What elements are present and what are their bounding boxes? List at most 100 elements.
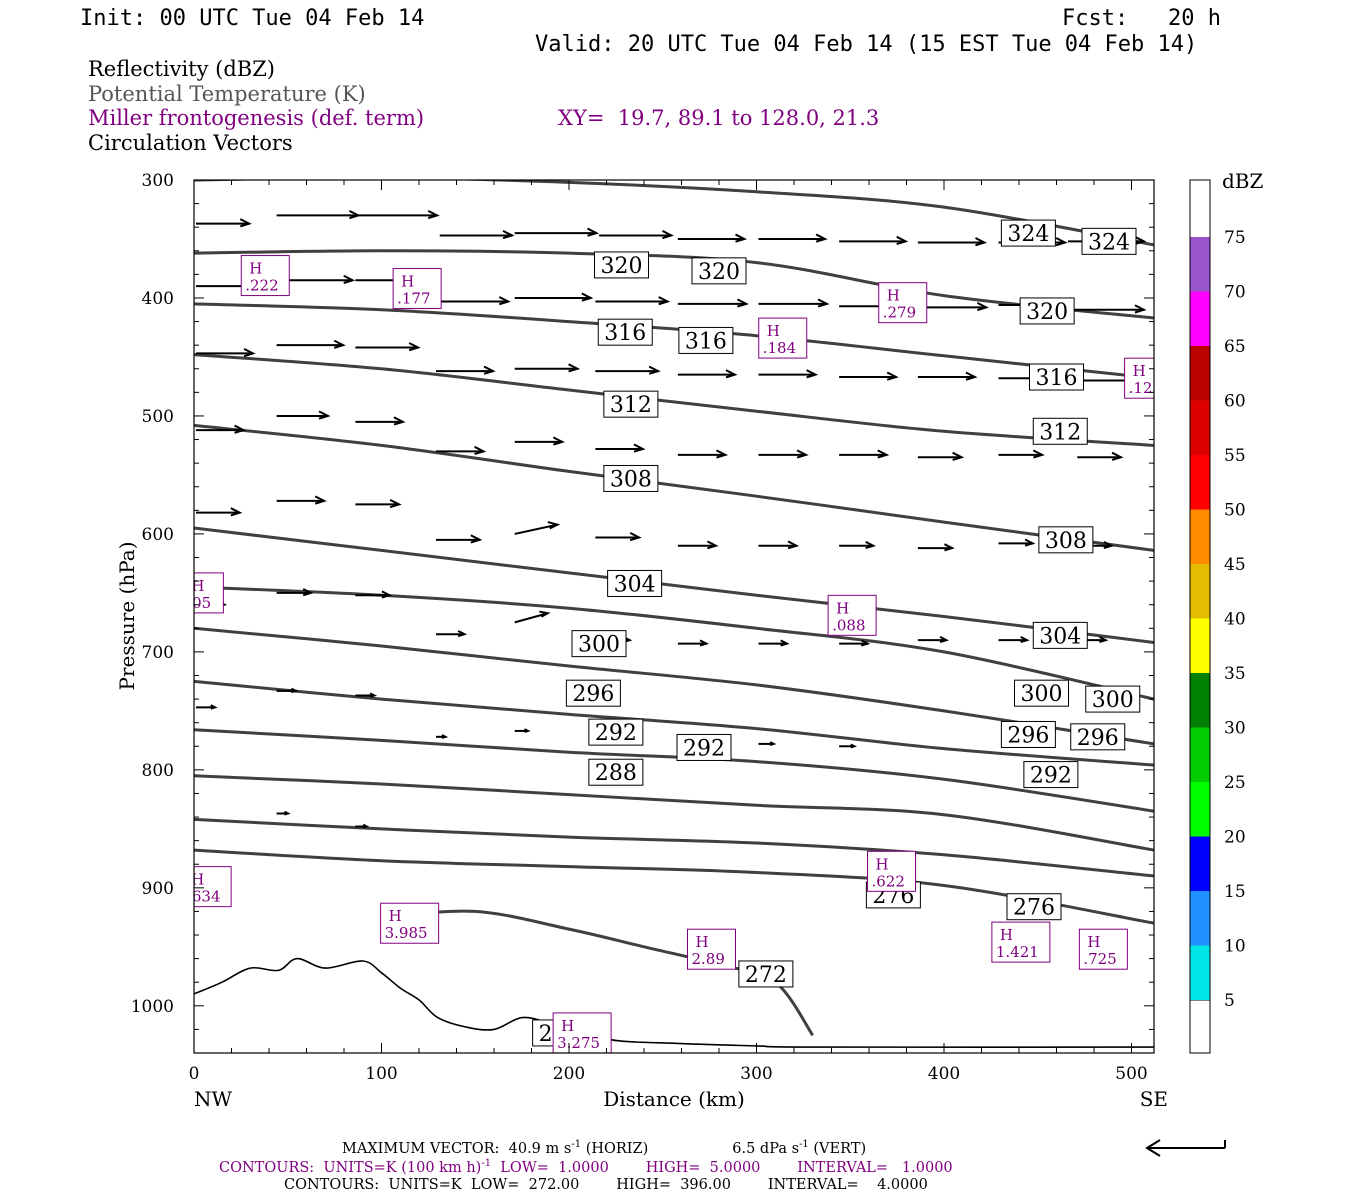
max-vector-vert-exponent: -1: [799, 1139, 809, 1150]
circulation-vector: [276, 209, 361, 220]
circulation-vector: [758, 639, 790, 647]
x-axis-label: Distance (km): [603, 1087, 745, 1111]
svg-text:.12: .12: [1129, 379, 1153, 397]
colorbar-segment: [1190, 673, 1210, 728]
circulation-vector: [758, 298, 830, 308]
colorbar-frame: [1189, 179, 1211, 1054]
theta-contour-label: 324: [1000, 219, 1056, 247]
colorbar-level-label: 30: [1224, 719, 1246, 739]
svg-text:276: 276: [1013, 896, 1055, 921]
circulation-vector: [839, 540, 876, 550]
circulation-vector: [917, 301, 989, 312]
svg-text:.184: .184: [763, 339, 796, 357]
colorbar-segment: [1190, 836, 1210, 891]
svg-text:.634: .634: [187, 888, 220, 906]
svg-text:2.89: 2.89: [692, 950, 725, 968]
theta-contour-label: 272: [738, 960, 794, 988]
colorbar-segment: [1190, 564, 1210, 619]
colorbar-level-label: 10: [1224, 937, 1246, 957]
y-tick-label: 600: [142, 525, 174, 545]
circulation-vector: [677, 369, 738, 379]
circulation-vector: [355, 416, 406, 426]
colorbar-segment: [1189, 999, 1211, 1054]
svg-text:H: H: [191, 871, 204, 889]
circulation-vector: [839, 371, 899, 381]
svg-text:300: 300: [1021, 682, 1063, 707]
circulation-vector: [436, 734, 449, 739]
y-tick-label: 800: [142, 761, 174, 781]
miller-maximum-label: H.622: [867, 850, 916, 892]
theta-contour-label: 300: [571, 630, 627, 658]
circulation-vector: [677, 233, 748, 243]
x-end-label-se: SE: [1140, 1087, 1168, 1111]
theta-contour-304: [194, 526, 1154, 644]
circulation-vector: [839, 235, 909, 246]
theta-contour-label: 292: [676, 733, 732, 761]
svg-text:.088: .088: [832, 616, 865, 634]
y-tick-label: 1000: [131, 997, 174, 1017]
svg-text:320: 320: [601, 254, 643, 279]
svg-text:H: H: [401, 273, 414, 291]
colorbar-level-label: 25: [1224, 773, 1246, 793]
circulation-vector: [514, 728, 531, 733]
x-tick-label: 200: [553, 1064, 585, 1084]
colorbar-level-label: 55: [1224, 446, 1246, 466]
svg-text:3.275: 3.275: [557, 1034, 600, 1052]
y-tick-label: 700: [142, 643, 174, 663]
circulation-vector: [436, 296, 511, 306]
plot-frame: [193, 179, 1155, 1054]
circulation-vector: [355, 209, 440, 220]
max-vector-horiz-exponent: -1: [571, 1139, 582, 1150]
circulation-vector: [839, 449, 890, 459]
circulation-vector: [1067, 304, 1147, 314]
colorbar-segment: [1190, 618, 1210, 673]
theta-contour-label: 296: [1070, 723, 1126, 751]
circulation-vector: [196, 218, 252, 228]
theta-contour-label: 320: [691, 257, 747, 285]
colorbar-segment: [1190, 180, 1210, 237]
miller-maximum-label: H3.275: [552, 1012, 612, 1053]
y-tick-label: 400: [142, 289, 174, 309]
svg-text:H: H: [1087, 933, 1100, 951]
svg-text:H: H: [191, 577, 204, 595]
theta-contour-288: [194, 728, 1154, 813]
theta-contour-312: [194, 353, 1154, 447]
circulation-vector: [436, 365, 496, 375]
max-vector-vert-tag: (VERT): [813, 1140, 867, 1157]
svg-text:.279: .279: [883, 304, 916, 322]
circulation-vector: [839, 639, 871, 647]
theta-contour-308: [194, 423, 1154, 552]
circulation-vector: [677, 540, 719, 550]
circulation-vector: [196, 507, 243, 517]
svg-text:300: 300: [578, 633, 620, 658]
miller-maximum-label: H2.89: [687, 928, 736, 970]
colorbar-segment: [1190, 346, 1210, 401]
svg-text:.622: .622: [872, 872, 905, 890]
svg-text:296: 296: [1007, 723, 1049, 748]
circulation-vector: [355, 590, 393, 599]
contours-miller-units: CONTOURS: UNITS=K (100 km h): [219, 1159, 482, 1176]
svg-text:H: H: [767, 322, 780, 340]
theta-contour-label: 296: [1000, 720, 1056, 748]
theta-contour-label: 276: [1006, 893, 1062, 921]
terrain-line: [194, 957, 1154, 1048]
theta-contour-label: 288: [588, 758, 644, 786]
miller-maximum-label: H.05: [191, 572, 224, 614]
circulation-vector: [758, 369, 819, 379]
forecast-hour: Fcst: 20 h: [1062, 6, 1221, 31]
miller-maximum-label: H.634: [187, 866, 232, 908]
reference-vector-arrow: [1145, 1139, 1226, 1157]
circulation-vector: [595, 365, 661, 375]
svg-text:H: H: [836, 599, 849, 617]
svg-text:316: 316: [1036, 366, 1078, 391]
colorbar-segment: [1190, 400, 1210, 455]
circulation-vector: [917, 635, 950, 643]
circulation-vector: [917, 371, 978, 381]
circulation-vector: [355, 342, 421, 352]
theta-contour-label: 300: [1085, 685, 1141, 713]
valid-time: Valid: 20 UTC Tue 04 Feb 14 (15 EST Tue …: [535, 32, 1198, 57]
theta-contour-label: 308: [603, 464, 659, 492]
circulation-vector: [276, 588, 314, 597]
theta-contour-292: [194, 679, 1154, 767]
svg-text:296: 296: [572, 682, 614, 707]
